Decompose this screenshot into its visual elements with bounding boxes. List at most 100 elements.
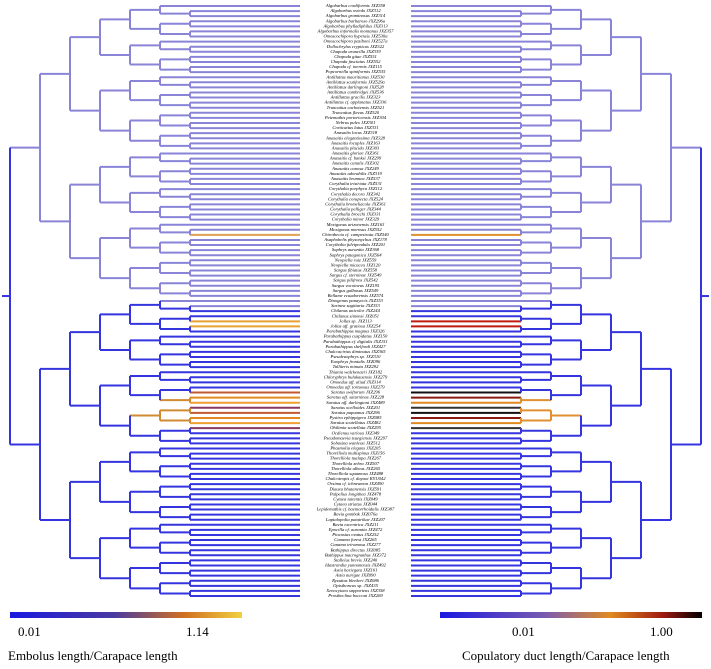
taxon-label: Nebrus pulex JXZ301 [335,120,376,125]
taxon-label: Ryzuttus bleekeri JXZ086 [331,578,380,583]
taxon-label: Antillattus darlingtoni JXZ528 [326,84,384,89]
taxon-label: Anasaitis locus JXZ318 [333,130,378,135]
taxon-label: Bavia gombak JXZ076a [333,512,378,517]
taxon-label: Omoedus aff. tortuosus JXZ279 [326,385,385,390]
taxon-label: Jollas sp. JXZ113 [339,318,372,323]
taxon-label: Antillattus cambridgei JXZ536 [326,90,384,95]
taxon-label: Chloryphrys bulakauensis JXZ279 [324,374,388,379]
taxon-label: Pystira ephippigera JXZ085 [328,415,382,420]
taxon-label: Omoscochipora hypensis JXZ530a [323,34,388,39]
taxon-label: Saratus swiftorum JXZ296 [331,390,381,395]
taxon-label: Thorelliola albeus JXZ265 [331,466,381,471]
taxon-label: Bathippus directus JXZ085 [331,547,382,552]
taxon-label: Thorelliola multispinus JXZ156 [326,451,385,456]
color-bar-right [440,612,702,618]
taxon-label: Chalcoscirtus diminutus JXZ365 [325,349,386,354]
taxon-label: Thorelliola tualapa JXZ267 [330,456,382,461]
taxon-label: Truncattus cachotensis JXZ521 [327,105,385,110]
legend-min: 0.01 [18,624,41,639]
taxon-label: Algobarbus graminosus JXZ314 [325,13,386,18]
taxon-label: Corticattus latus JXZ331 [332,125,378,130]
taxon-label: Pseudomaevia tsuegiensis JXZ297 [323,435,388,440]
taxon-label: Antillattus scutiformis JXZ529a [325,79,385,84]
taxon-label: Saratus scutellatus JXZ482 [330,420,381,425]
legend-max: 1.00 [650,624,673,639]
legend-max: 1.14 [186,624,209,639]
taxon-label: Sargus fibiatus JXZ558 [334,268,378,273]
taxon-label: Chapoda aruncilla JXZ339 [330,49,381,54]
taxon-label: Saratus papuanus JXZ296 [331,410,380,415]
taxon-label: Anasaitis canalis JXZ302 [331,161,380,166]
taxon-label: Popcornella spiniformis JXZ535 [325,69,387,74]
taxon-label: Lepidemathis cf. haemorrhoidalis JXZ387 [316,507,395,512]
taxon-label: Cytaea taitentis JXZ049 [333,496,378,501]
taxon-label: Parabathippus cuspidatus JXZ150 [323,334,388,339]
taxon-label: Saratus ocelloides JXZ201 [331,405,380,410]
taxon-label: Chilanus simonsi JXZ051 [332,313,379,318]
taxon-label: Algobarbus oviedo JXZ312 [329,8,381,13]
taxon-label: Anasaitis canosa JXZ249 [331,166,379,171]
taxon-label: Astia hariegata JXZ161 [333,568,378,573]
taxon-label: Sargus cf. sterninae JXZ549 [330,273,383,278]
taxon-label: Mexigonus morosus JXZ552 [328,227,382,232]
taxon-label: Anasaitis cf. banksi JXZ299 [329,156,382,161]
taxon-label: Corythalia bromeliacola JXZ361 [325,201,386,206]
legend-min: 0.01 [512,624,535,639]
taxon-label: Opisthoncus sp. JXZ435 [333,583,378,588]
taxon-label: Anasaitis gloriae JXZ361 [331,151,379,156]
taxon-label: Anasaitis locuples JXZ163 [330,140,381,145]
taxon-label: Bavia excentrica JXZ211 [332,522,378,527]
taxon-label: Corythalia conspecta JXZ524 [328,196,384,201]
taxon-label: Corythalia porphyra JXZ112 [329,186,383,191]
taxon-label: Thiania walckenaeri JXZ182 [329,369,383,374]
taxon-label: Algobarbus phylladiphilus JXZ313 [322,23,388,28]
taxon-label: Prostheclina bocconi JXZ269 [327,593,383,598]
taxon-label: Corythalia minor JXZ329 [332,217,380,222]
taxon-label: Thorelliola zebra JXZ507 [332,461,380,466]
taxon-label: Parabathippus shelfordi JXZ427 [324,344,386,349]
taxon-label: Omoscochipora paziboni JXZ527a [323,39,388,44]
taxon-label: Petemathis portoricensis JXZ304 [324,115,387,120]
taxon-label: Pseudeuophrys sp. JXZ310 [330,354,382,359]
legend-title: Copulatory duct length/Carapace length [462,648,670,663]
taxon-label: Diauxa bhutanensis JXZ591 [328,486,381,491]
taxon-label: Phasmolia elegans JXZ205 [329,446,381,451]
taxon-label: Dinogenus panayecis JXZ353 [327,298,384,303]
taxon-label: Mexigonus arizonensis JXZ163 [326,222,385,227]
taxon-label: Chapoda fasciatus JXZ552 [331,59,381,64]
taxon-label: Ocdienus variosa JXZ349 [332,430,380,435]
taxon-label: Antillattus cf. applanatus JXZ336 [324,100,387,105]
taxon-label: Parabathippus magnus JXZ326 [325,329,385,334]
legend-title: Embolus length/Carapace length [8,648,178,663]
taxon-labels: Algobarbus cordiformis JXZ358Algobarbus … [316,3,395,598]
taxon-label: Corythalia fulvipendula JXZ201 [326,242,385,247]
taxon-label: Sargus vocoineus JXZ195 [332,283,380,288]
taxon-label: Ptocasius ovatus JXZ252 [331,532,379,537]
taxon-label: Epocilla cf. aurantia JXZ472 [328,527,383,532]
taxon-label: Sargus galbusus JXZ549 [333,288,379,293]
taxon-label: Corythalia decora JXZ342 [331,191,381,196]
taxon-label: Truncattus flavus JXZ520 [332,110,380,115]
taxon-label: Asaphobelis physonychus JXZ178 [323,237,387,242]
taxon-label: Omoedus aff. aliud JXZ314 [330,379,381,384]
taxon-label: Saratus aff. darlingtoni JXZ489 [326,400,385,405]
taxon-label: Astia aurigae JXZ090 [334,573,376,578]
taxon-label: Xenocytaea sapporteus JXZ358 [325,588,385,593]
taxon-label: Chilanus unicolor JXZ244 [331,308,380,313]
taxon-label: Jollas aff. gratiosa JXZ254 [330,323,381,328]
taxon-label: Saratus aff. saturninus JXZ228 [327,395,385,400]
taxon-label: Euophrys frontalis JXZ096 [330,359,381,364]
taxon-label: Algobarbus informalis montanus JXZ357 [317,28,395,33]
taxon-label: Antillattus mauritianus JXZ530 [326,74,386,79]
taxon-label: Laptalopolia patatrikae JXZ207 [325,517,386,522]
taxon-label: Idastrandia yunnanensis JXZ492 [324,563,386,568]
taxon-label: Dollochrylus crypticus JXZ322 [326,44,385,49]
taxon-label: Anasaitis elegantissima JXZ328 [325,135,386,140]
taxon-label: Corythalia brocchi JXZ331 [330,212,380,217]
taxon-label: Saphrys aurantia JXZ368 [332,247,380,252]
taxon-label: Algobarbus barbaroso JXZ296a [325,18,386,23]
taxon-label: Algobarbus cordiformis JXZ358 [325,3,386,8]
taxon-label: Chapoda gitae JXZ551 [334,54,377,59]
taxon-label: Thorelliola squamosa JXZ488 [328,471,384,476]
